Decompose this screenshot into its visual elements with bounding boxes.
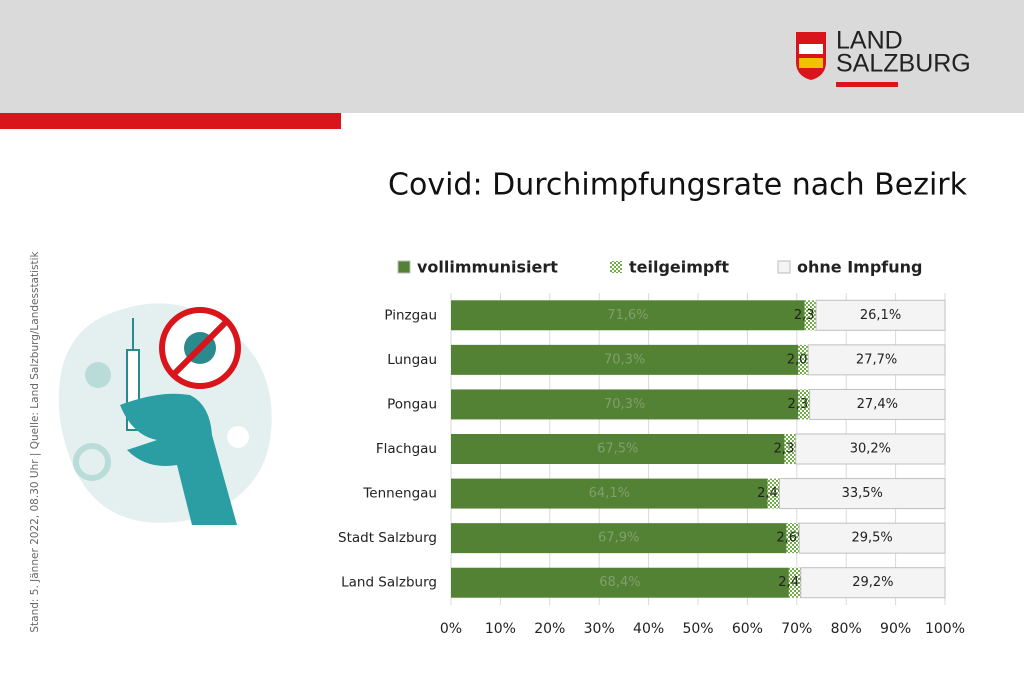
chart: 0% 10% 20% 30% 40% 50% 60% 70% 80% 90% 100% vollimm… xyxy=(338,258,965,638)
legend-label: ohne Impfung xyxy=(797,258,922,277)
data-label: 27,7% xyxy=(856,352,897,367)
data-label: 33,5% xyxy=(842,486,883,501)
bar-segment xyxy=(798,522,946,554)
y-tick-label: Stadt Salzburg xyxy=(338,530,437,546)
data-label: 29,2% xyxy=(852,575,893,590)
bar-segment xyxy=(804,300,817,331)
bar-segment xyxy=(451,567,789,598)
x-tick-label: 0% xyxy=(440,621,462,637)
legend-label: teilgeimpft xyxy=(629,258,729,277)
logo-text: SALZBURG xyxy=(836,50,971,78)
red-stripe xyxy=(0,113,341,129)
bar-segment xyxy=(798,389,810,420)
data-label: 67,5% xyxy=(597,442,638,457)
data-label: 70,3% xyxy=(604,397,645,412)
x-tick-label: 20% xyxy=(534,621,565,637)
x-tick-label: 70% xyxy=(781,621,812,637)
legend-label: vollimmunisiert xyxy=(417,258,558,277)
bar-segment xyxy=(815,299,946,331)
legend-swatch xyxy=(610,261,622,273)
bar-segment xyxy=(800,567,946,599)
x-tick-label: 60% xyxy=(732,621,763,637)
bar-segment xyxy=(779,478,946,510)
y-tick-label: Tennengau xyxy=(362,486,437,502)
bar-segment xyxy=(451,478,768,509)
logo: LAND SALZBURG xyxy=(796,27,971,87)
y-tick-label: Lungau xyxy=(387,352,437,368)
bar-segment xyxy=(798,344,809,375)
bar-segment xyxy=(807,344,946,376)
x-tick-label: 40% xyxy=(633,621,664,637)
logo-text: LAND xyxy=(836,27,903,55)
footnote: Stand: 5. Jänner 2022, 08.30 Uhr | Quell… xyxy=(29,250,41,632)
x-tick-label: 30% xyxy=(584,621,615,637)
illustration xyxy=(58,303,272,525)
x-tick-label: 50% xyxy=(682,621,713,637)
data-label: 27,4% xyxy=(857,397,898,412)
bar-segment xyxy=(451,434,785,464)
data-label: 71,6% xyxy=(607,308,648,323)
bar-segment xyxy=(767,478,780,509)
x-tick-label: 100% xyxy=(925,621,965,637)
legend-swatch xyxy=(777,260,791,274)
y-tick-label: Land Salzburg xyxy=(341,575,437,591)
data-label: 26,1% xyxy=(860,308,901,323)
bar-segment xyxy=(451,523,787,554)
bar-segment xyxy=(451,300,805,331)
y-tick-label: Pinzgau xyxy=(384,307,437,323)
header-band xyxy=(0,0,1024,113)
bar-segment xyxy=(786,523,800,554)
bar-segment xyxy=(809,388,946,420)
data-label: 68,4% xyxy=(599,575,640,590)
x-tick-label: 90% xyxy=(880,621,911,637)
legend-swatch xyxy=(397,260,411,274)
data-label: 67,9% xyxy=(598,531,639,546)
bar-segment xyxy=(788,567,801,598)
chart-title: Covid: Durchimpfungsrate nach Bezirk xyxy=(388,168,968,203)
bar-segment xyxy=(795,433,946,465)
data-label: 64,1% xyxy=(589,486,630,501)
x-tick-label: 10% xyxy=(485,621,516,637)
data-label: 70,3% xyxy=(604,352,645,367)
bar-segment xyxy=(784,434,796,464)
bar-segment xyxy=(451,389,799,420)
y-tick-label: Flachgau xyxy=(376,441,437,457)
data-label: 29,5% xyxy=(851,531,892,546)
bar-segment xyxy=(451,344,799,375)
data-label: 30,2% xyxy=(850,442,891,457)
y-tick-label: Pongau xyxy=(387,396,437,412)
x-tick-label: 80% xyxy=(831,621,862,637)
